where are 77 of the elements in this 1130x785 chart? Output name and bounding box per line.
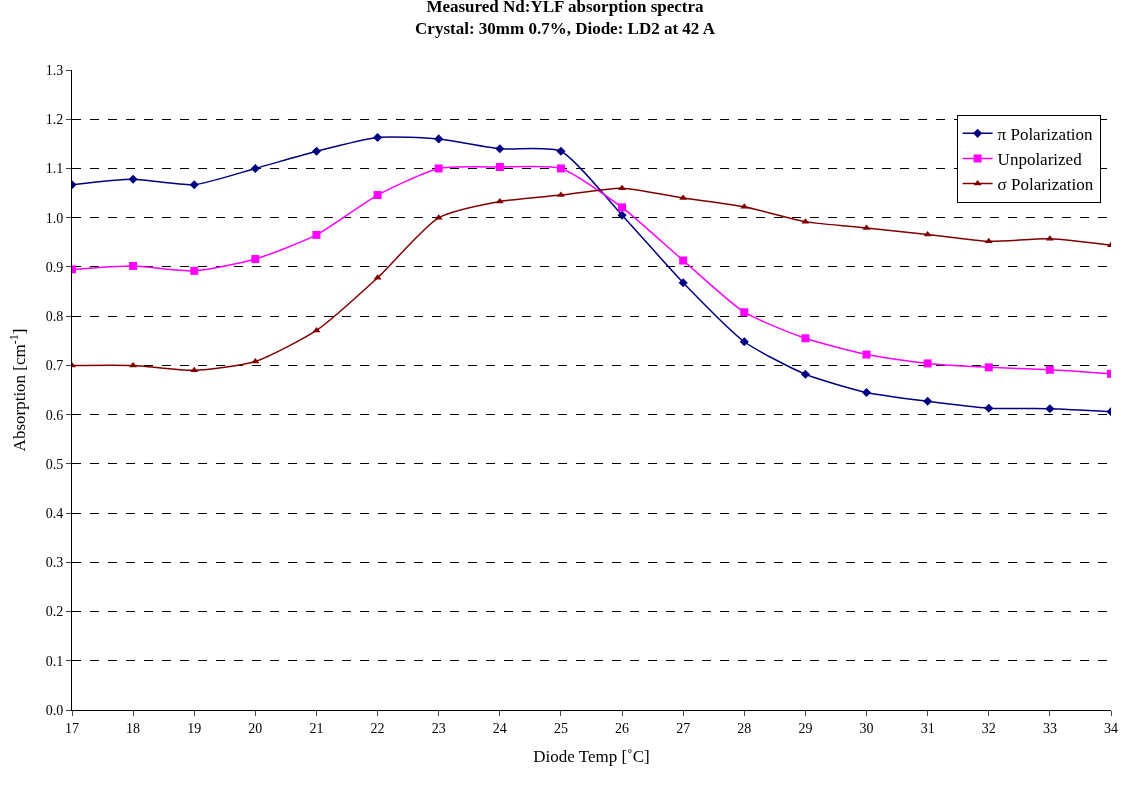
y-tick-label: 0.9: [45, 259, 64, 275]
x-axis-title: Diode Temp [˚C]: [533, 747, 650, 767]
x-tick-label: 28: [737, 720, 752, 736]
point: [984, 403, 994, 413]
legend-label: Unpolarized: [997, 150, 1083, 170]
chart-title: Measured Nd:YLF absorption spectra: [426, 0, 705, 16]
point: [495, 162, 504, 171]
y-tick-label: 0.2: [45, 604, 64, 620]
point: [495, 197, 504, 204]
y-tick-label: 0.6: [45, 407, 64, 423]
x-tick-label: 31: [920, 720, 935, 736]
point: [861, 387, 872, 398]
point: [1045, 404, 1055, 414]
point: [189, 180, 199, 190]
legend-label: π Polarization: [997, 124, 1094, 144]
y-tick-label: 0.3: [45, 555, 64, 571]
x-tick-label: 21: [309, 720, 324, 736]
point: [373, 191, 382, 200]
chart-subtitle: Crystal: 30mm 0.7%, Diode: LD2 at 42 A: [415, 18, 716, 38]
point: [434, 134, 444, 144]
point: [190, 266, 199, 275]
x-tick-label: 18: [126, 720, 141, 736]
point: [923, 359, 932, 368]
point: [373, 132, 383, 142]
x-tick-label: 17: [65, 720, 79, 736]
x-tick-label: 34: [1104, 720, 1118, 736]
x-tick-label: 26: [615, 720, 630, 736]
y-tick-label: 0.5: [45, 456, 64, 472]
x-tick-label: 20: [248, 720, 263, 736]
x-tick-label: 29: [798, 720, 813, 736]
y-tick-label: 0.0: [45, 702, 64, 718]
point: [617, 210, 627, 220]
point: [311, 146, 322, 156]
y-tick-label: 1.3: [45, 62, 64, 78]
y-tick-label: 0.7: [45, 358, 64, 374]
point: [984, 237, 993, 244]
x-tick-label: 27: [676, 720, 691, 736]
point: [312, 326, 321, 333]
x-tick-label: 23: [431, 720, 446, 736]
point: [984, 363, 993, 372]
point: [129, 261, 138, 270]
point: [434, 164, 443, 173]
x-tick-label: 24: [492, 720, 507, 736]
point: [250, 163, 260, 174]
y-tick-label: 1.0: [45, 210, 64, 226]
point: [739, 337, 749, 347]
point: [923, 396, 933, 406]
point: [556, 146, 566, 156]
point: [251, 255, 260, 264]
point: [923, 230, 932, 237]
point: [190, 366, 199, 373]
x-tick-label: 25: [553, 720, 568, 736]
point: [128, 174, 138, 184]
y-tick-label: 1.1: [45, 161, 64, 177]
point: [740, 308, 749, 317]
point: [862, 350, 871, 359]
point: [251, 357, 260, 364]
point: [129, 361, 138, 368]
point: [1045, 365, 1054, 374]
y-tick-label: 0.8: [45, 309, 64, 325]
point: [618, 203, 627, 212]
y-tick-label: 0.1: [45, 653, 64, 669]
point: [679, 256, 688, 265]
point: [678, 278, 688, 288]
y-tick-label: 0.4: [45, 505, 64, 521]
point: [801, 334, 810, 343]
point: [556, 164, 565, 173]
y-tick-label: 1.2: [45, 112, 64, 128]
x-tick-label: 33: [1042, 720, 1057, 736]
legend-label: σ Polarization: [997, 175, 1094, 195]
point: [312, 230, 321, 239]
point: [495, 144, 505, 154]
x-tick-label: 19: [187, 720, 202, 736]
point: [800, 369, 810, 379]
x-tick-label: 32: [981, 720, 996, 736]
x-tick-label: 30: [859, 720, 874, 736]
x-tick-label: 22: [370, 720, 385, 736]
